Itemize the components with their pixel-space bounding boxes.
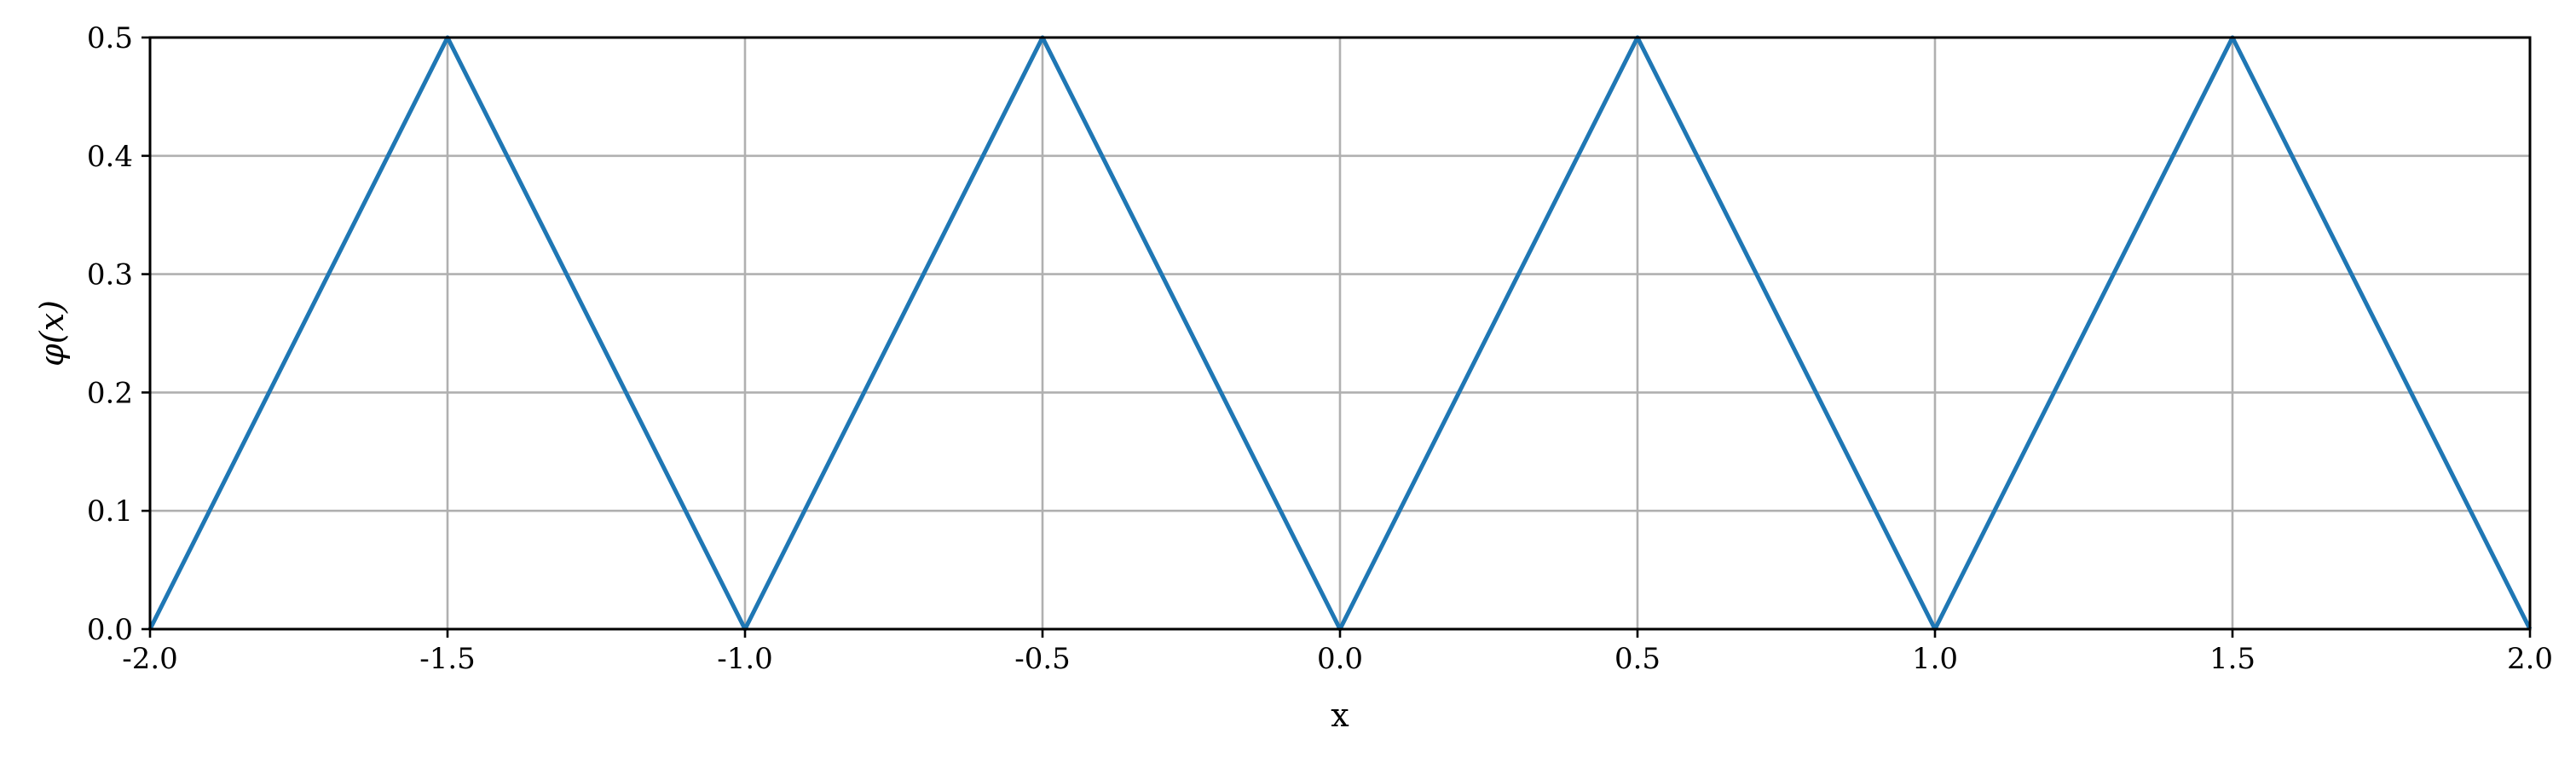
x-tick-label: 1.0: [1912, 642, 1958, 676]
x-tick-label: -1.0: [717, 642, 773, 676]
x-tick-label: -0.5: [1014, 642, 1071, 676]
y-tick-label: 0.0: [87, 613, 133, 647]
x-tick-label: 0.5: [1614, 642, 1661, 676]
x-axis-label: x: [1331, 696, 1349, 734]
x-axis-tick-labels: -2.0 -1.5 -1.0 -0.5 0.0 0.5 1.0 1.5 2.0: [122, 642, 2553, 676]
y-tick-label: 0.4: [87, 140, 133, 174]
x-tick-label: -1.5: [419, 642, 476, 676]
x-tick-label: 1.5: [2209, 642, 2255, 676]
x-tick-label: -2.0: [122, 642, 178, 676]
y-tick-label: 0.3: [87, 258, 133, 292]
y-axis-label: φ(x): [33, 300, 71, 367]
y-tick-label: 0.2: [87, 376, 133, 410]
x-tick-label: 0.0: [1317, 642, 1363, 676]
y-tick-label: 0.5: [87, 21, 133, 55]
y-tick-label: 0.1: [87, 494, 133, 529]
tick-marks: [142, 36, 2532, 638]
x-tick-label: 2.0: [2507, 642, 2553, 676]
y-axis-tick-labels: 0.0 0.1 0.2 0.3 0.4 0.5: [87, 21, 133, 647]
